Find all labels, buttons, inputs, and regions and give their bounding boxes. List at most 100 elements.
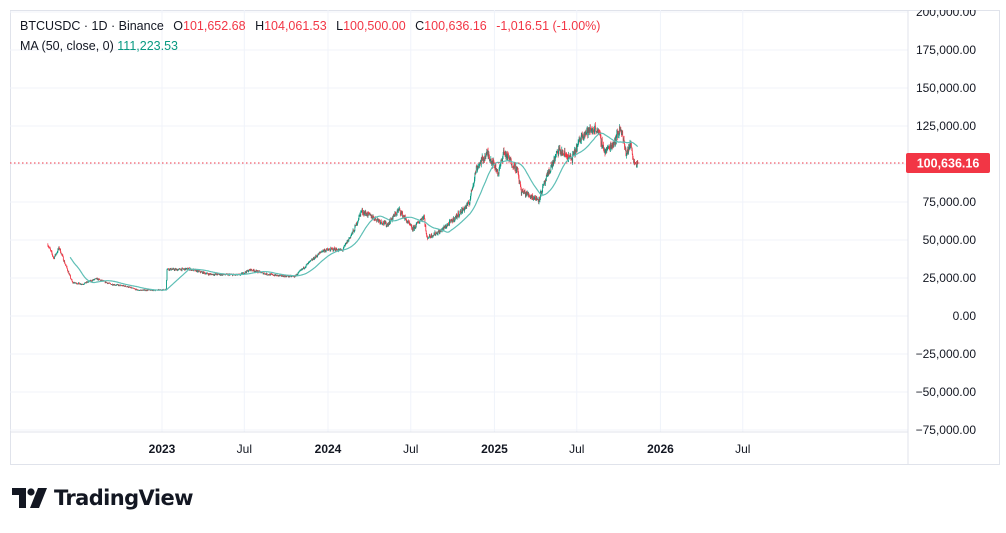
candle-body bbox=[379, 220, 381, 224]
candle-body bbox=[119, 284, 121, 286]
candle-body bbox=[203, 271, 205, 274]
candle-body bbox=[593, 130, 594, 132]
ma-value: 111,223.53 bbox=[117, 39, 178, 53]
candle-body bbox=[82, 284, 84, 285]
candle-body bbox=[510, 158, 512, 160]
x-tick-label: Jul bbox=[569, 442, 584, 456]
candle-body bbox=[138, 289, 139, 291]
candle-body bbox=[75, 282, 77, 284]
candle-body bbox=[631, 150, 633, 154]
candle-body bbox=[515, 166, 517, 173]
candle-body bbox=[76, 282, 77, 284]
candle-body bbox=[605, 149, 607, 151]
candle-body bbox=[528, 193, 530, 196]
candle-body bbox=[278, 275, 280, 276]
candle-body bbox=[207, 272, 208, 274]
candle-body bbox=[458, 215, 460, 217]
candle-body bbox=[395, 213, 397, 216]
candle-body bbox=[413, 226, 415, 230]
candle-body bbox=[346, 240, 348, 244]
candle-body bbox=[55, 254, 56, 256]
candle-body bbox=[215, 273, 217, 275]
candle-body bbox=[206, 273, 207, 274]
candle-body bbox=[350, 235, 352, 236]
candle-body bbox=[98, 278, 100, 280]
candle-body bbox=[212, 273, 214, 276]
candle-body bbox=[448, 223, 450, 226]
candle-body bbox=[586, 130, 588, 133]
candle-body bbox=[208, 273, 210, 275]
candle-body bbox=[215, 273, 217, 275]
candle-body bbox=[210, 273, 212, 275]
tradingview-logo[interactable]: TradingView bbox=[12, 486, 193, 510]
candle-body bbox=[258, 270, 259, 272]
candle-body bbox=[134, 288, 136, 290]
candle-body bbox=[357, 220, 359, 222]
candle-body bbox=[453, 217, 454, 220]
candle-body bbox=[254, 271, 256, 272]
candle-body bbox=[178, 268, 180, 270]
candle-body bbox=[577, 144, 579, 146]
candle-body bbox=[144, 289, 146, 291]
candle-body bbox=[572, 152, 574, 155]
candle-body bbox=[499, 166, 500, 171]
candle-body bbox=[82, 284, 84, 285]
candle-body bbox=[225, 274, 227, 276]
candle-body bbox=[147, 289, 148, 291]
candle-body bbox=[183, 268, 185, 270]
candle-body bbox=[286, 275, 287, 277]
candle-body bbox=[540, 191, 542, 193]
candle-body bbox=[203, 271, 204, 274]
ma-label: MA (50, close, 0) bbox=[20, 39, 114, 53]
candle-body bbox=[136, 289, 138, 291]
candle-body bbox=[116, 284, 117, 286]
candle-body bbox=[124, 285, 126, 287]
candle-body bbox=[71, 279, 73, 282]
candle-body bbox=[371, 216, 373, 219]
candle-body bbox=[148, 289, 149, 291]
candle-body bbox=[132, 287, 133, 289]
candle-body bbox=[478, 166, 479, 167]
candle-body bbox=[483, 157, 485, 160]
candle-body bbox=[499, 166, 501, 167]
candle-body bbox=[475, 166, 477, 173]
candle-body bbox=[265, 273, 267, 275]
candle-body bbox=[459, 211, 461, 215]
candle-body bbox=[328, 249, 330, 250]
candle-body bbox=[62, 254, 63, 256]
candle-body bbox=[502, 154, 504, 157]
candle-body bbox=[345, 243, 347, 245]
candle-body bbox=[268, 274, 270, 275]
candle-body bbox=[549, 170, 551, 173]
candle-body bbox=[65, 264, 66, 266]
candle-body bbox=[515, 166, 517, 171]
candle-body bbox=[409, 224, 411, 226]
candle-body bbox=[394, 212, 396, 217]
candle-body bbox=[360, 211, 362, 212]
candle-body bbox=[623, 139, 625, 141]
candle-body bbox=[541, 191, 543, 194]
candle-body bbox=[186, 268, 188, 269]
price-chart[interactable]: 200,000.00 175,000.00 150,000.00 125,000.00… bbox=[10, 10, 1000, 465]
candle-body bbox=[293, 276, 295, 277]
candle-body bbox=[564, 151, 566, 153]
candle-body bbox=[501, 160, 503, 162]
ma-legend[interactable]: MA (50, close, 0) 111,223.53 bbox=[20, 39, 178, 53]
symbol-label[interactable]: BTCUSDC · 1D · Binance bbox=[20, 19, 164, 33]
candle-body bbox=[576, 145, 578, 152]
candle-body bbox=[275, 274, 277, 276]
candle-body bbox=[123, 285, 125, 287]
candle-body bbox=[113, 284, 115, 286]
candle-body bbox=[445, 225, 447, 228]
candle-body bbox=[356, 223, 358, 226]
candle-body bbox=[98, 278, 100, 281]
candle-body bbox=[127, 287, 129, 288]
candle-body bbox=[83, 284, 85, 285]
candle-body bbox=[296, 274, 298, 276]
candle-body bbox=[468, 203, 470, 205]
candle-body bbox=[59, 248, 61, 250]
candle-body bbox=[66, 266, 68, 269]
candle-body bbox=[309, 261, 311, 262]
candle-body bbox=[361, 210, 363, 212]
candle-body bbox=[543, 183, 544, 186]
